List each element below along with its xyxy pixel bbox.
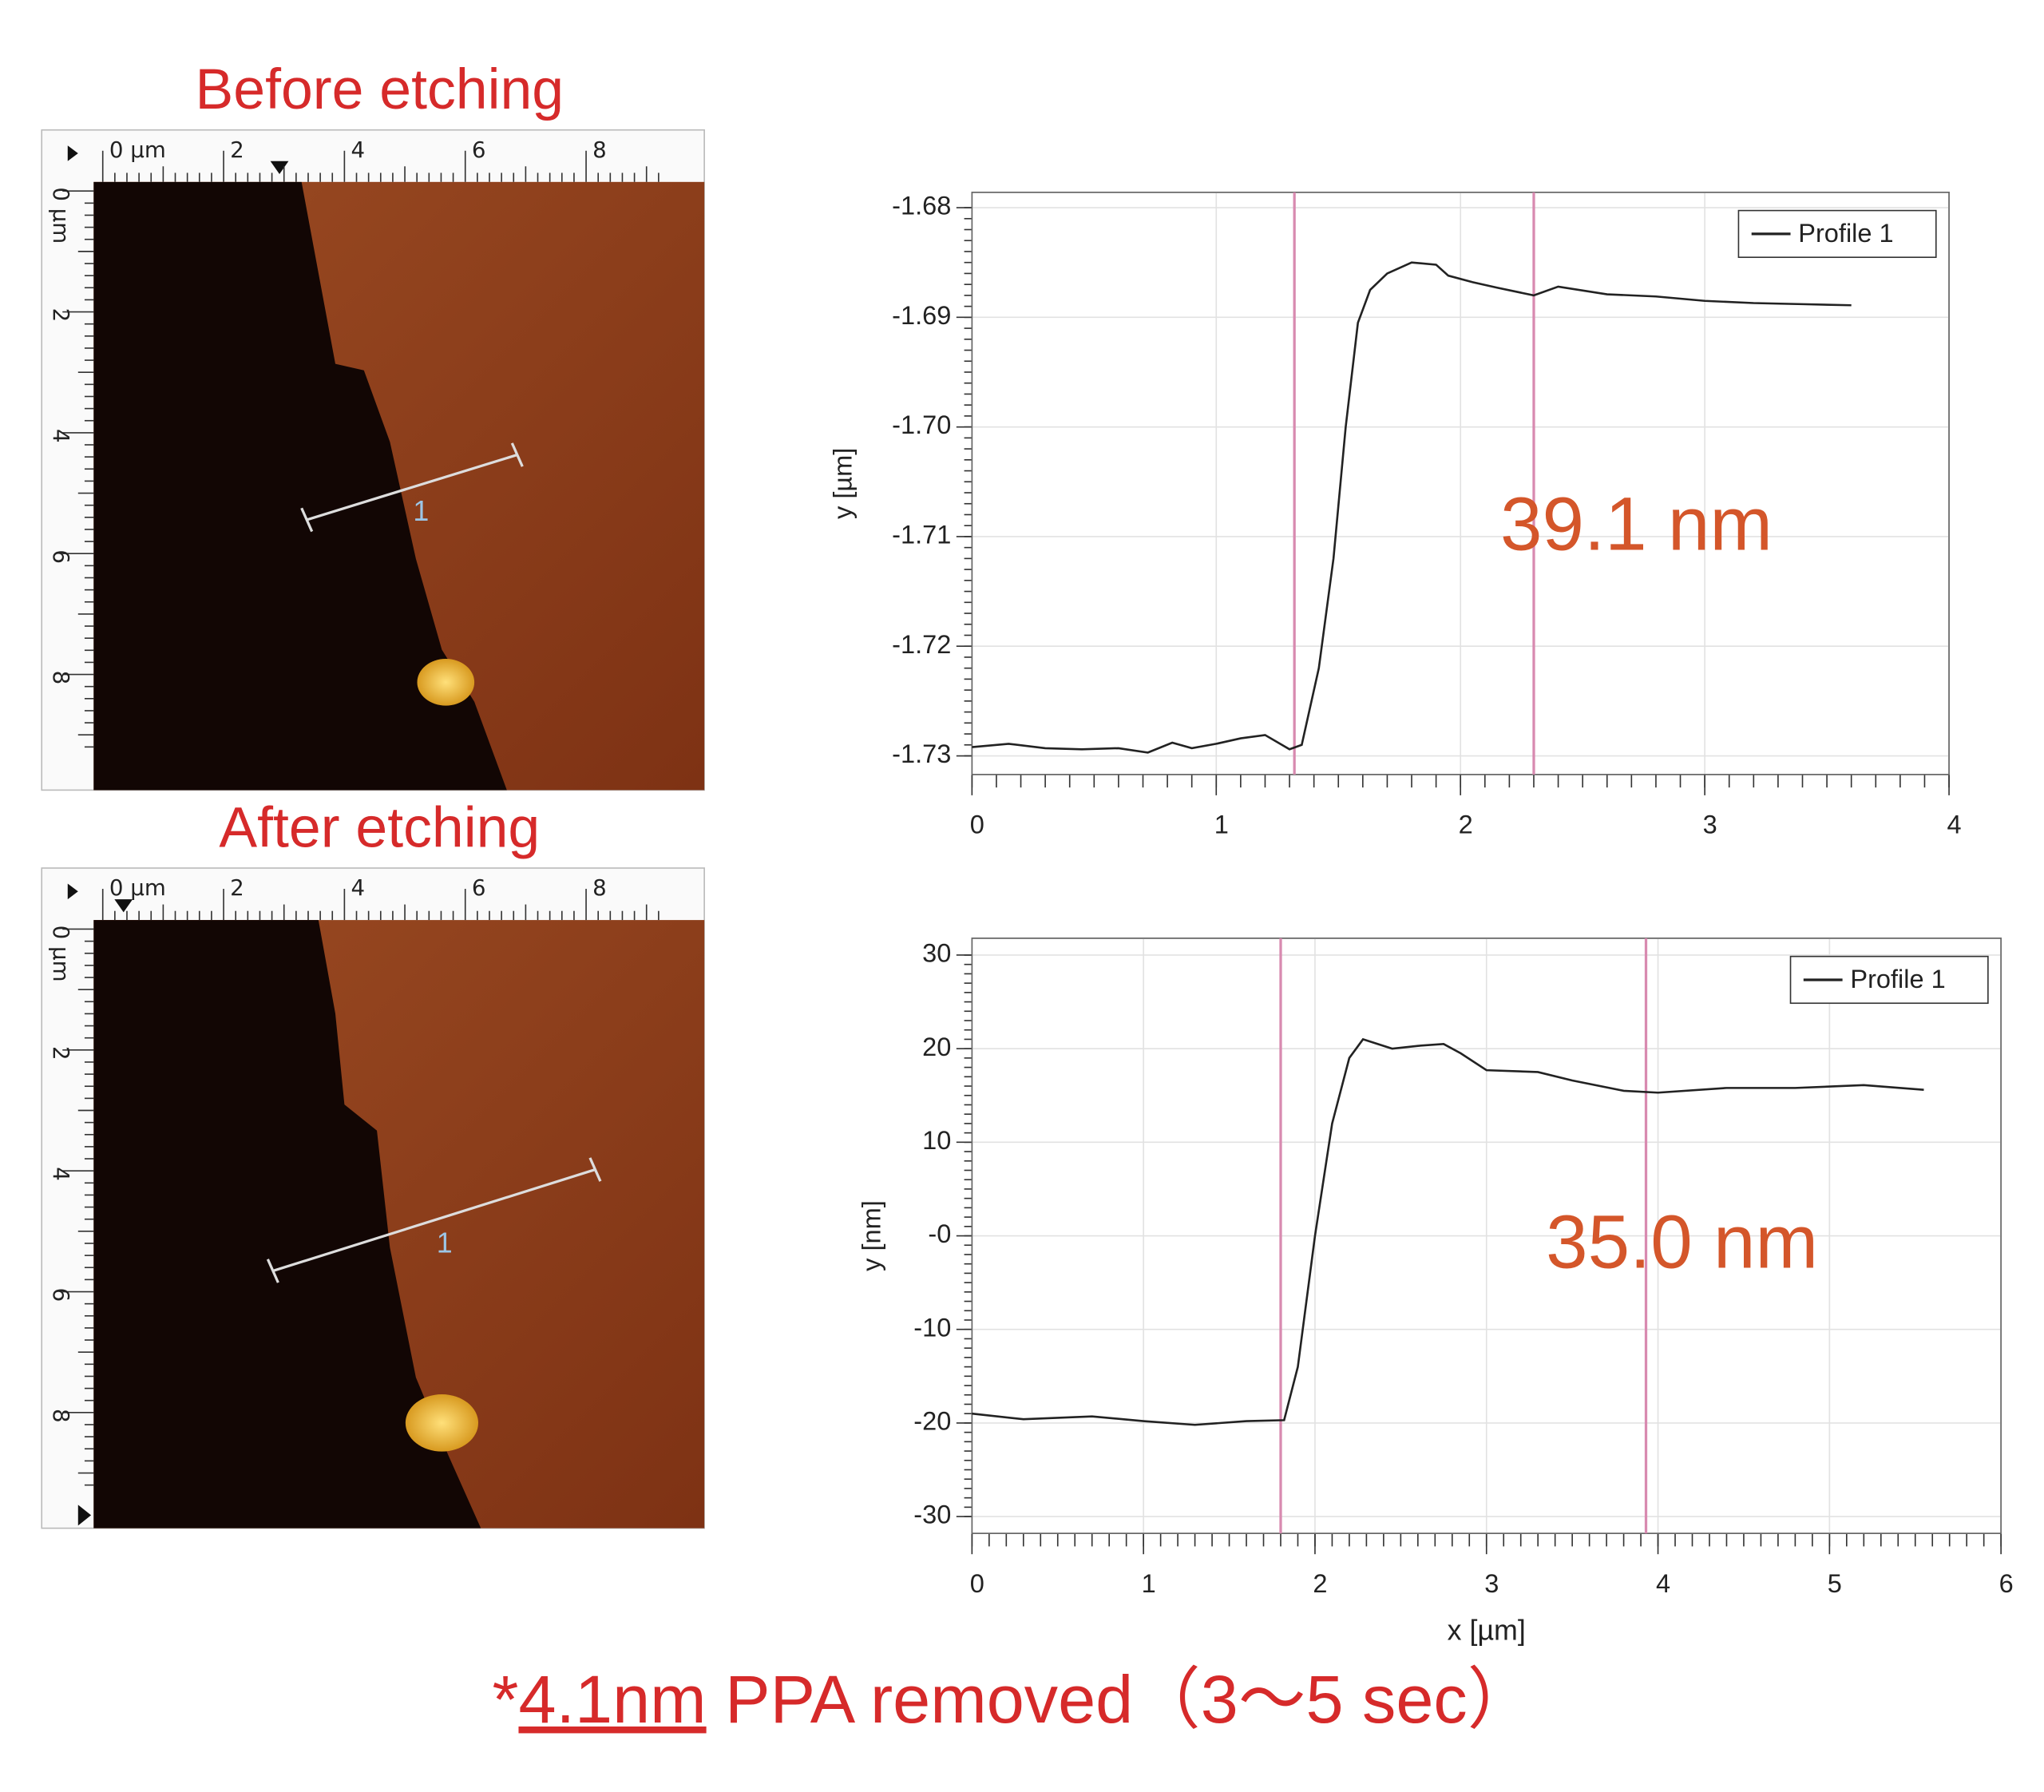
profile-cap	[588, 1157, 602, 1182]
afm-panel: After etching 1 0 µm 2 4 6 8 0 µm 2 4 6 8	[41, 795, 705, 1529]
x-tick-label: 2	[1459, 811, 1473, 839]
y-tick-label: -0	[928, 1219, 951, 1248]
y-tick-label: -30	[913, 1501, 951, 1529]
legend-label: Profile 1	[1798, 219, 1893, 248]
ruler-marker	[270, 161, 289, 175]
ruler-x-label: 6	[472, 874, 486, 901]
annotation: 39.1 nm	[1500, 483, 1773, 567]
plot-frame	[971, 938, 2002, 1534]
x-tick-label: 6	[1999, 1569, 2014, 1598]
y-axis-label: y [nm]	[857, 1200, 885, 1271]
y-tick-label: -1.72	[892, 630, 951, 659]
x-tick-label: 1	[1214, 811, 1229, 839]
ruler-x-label: 8	[592, 137, 607, 163]
ruler-marker	[77, 1505, 92, 1526]
ruler-y-label: 0 µm	[48, 187, 74, 244]
footnote-text: PPA removed（3～5 sec）	[707, 1661, 1535, 1737]
afm-panel: Before etching 1 0 µm 2 4 6 8 0 µm 2 4 6 8	[41, 57, 705, 791]
ruler-y-label: 6	[48, 549, 74, 564]
ruler-x-label: 2	[230, 137, 244, 163]
ruler-x-label: 2	[230, 874, 244, 901]
y-tick-label: -1.68	[892, 192, 951, 220]
ruler-y-label: 2	[48, 308, 74, 323]
profile-cap	[266, 1259, 279, 1283]
profile-label: 1	[413, 495, 429, 527]
y-tick-label: -10	[913, 1313, 951, 1342]
panel-title: Before etching	[196, 57, 564, 121]
annotation: 35.0 nm	[1546, 1200, 1818, 1284]
afm-dark-region	[93, 181, 507, 791]
footnote: *4.1nm PPA removed（3～5 sec）	[493, 1661, 1535, 1737]
ruler-x-label: 6	[472, 137, 486, 163]
y-tick-label: 20	[922, 1033, 951, 1061]
x-tick-label: 4	[1947, 811, 1962, 839]
y-tick-label: -1.73	[892, 739, 951, 768]
footnote-highlight: 4.1nm	[518, 1661, 706, 1737]
ruler-marker	[67, 883, 78, 900]
y-tick-label: -20	[913, 1406, 951, 1435]
x-tick-label: 3	[1703, 811, 1717, 839]
profile-line	[272, 1168, 596, 1273]
data-line	[972, 261, 1852, 754]
ruler-x-label: 0 µm	[109, 874, 166, 901]
profile-cap	[510, 442, 524, 467]
ruler-y-label: 8	[48, 671, 74, 685]
x-tick-label: 0	[970, 1569, 984, 1598]
x-tick-label: 5	[1828, 1569, 1842, 1598]
x-tick-label: 1	[1142, 1569, 1156, 1598]
afm-dark-region	[93, 920, 481, 1528]
afm-particle	[417, 659, 475, 706]
x-tick-label: 2	[1313, 1569, 1327, 1598]
ruler-x-label: 8	[592, 874, 607, 901]
ruler-marker	[67, 145, 78, 161]
line-chart: 30 20 10 -0 -10 -20 -30 0 1 2 3 4 5 6 Profile 1 y [nm] x…	[857, 938, 2014, 1646]
panel-title: After etching	[219, 795, 540, 859]
ruler-y-label: 4	[48, 1167, 74, 1181]
y-tick-label: 10	[922, 1126, 951, 1155]
y-tick-label: -1.69	[892, 301, 951, 330]
y-tick-label: -1.70	[892, 410, 951, 439]
line-chart: -1.68 -1.69 -1.70 -1.71 -1.72 -1.73 0 1 2 3 4 Profi…	[828, 192, 1961, 839]
data-line	[972, 1037, 1924, 1426]
afm-particle	[405, 1394, 478, 1452]
ruler-y-label: 4	[48, 429, 74, 443]
y-tick-label: -1.71	[892, 521, 951, 549]
y-tick-label: 30	[922, 939, 951, 968]
profile-label: 1	[437, 1227, 453, 1259]
x-axis-label: x [µm]	[1448, 1614, 1526, 1646]
profile-line	[306, 453, 518, 521]
y-axis-label: y [µm]	[828, 448, 857, 519]
ruler-y-label: 0 µm	[48, 926, 74, 982]
ruler-x-label: 4	[351, 137, 366, 163]
x-tick-label: 0	[970, 811, 984, 839]
ruler-y-label: 8	[48, 1409, 74, 1423]
ruler-y-label: 6	[48, 1288, 74, 1302]
legend-label: Profile 1	[1850, 965, 1945, 993]
footnote-prefix: *	[493, 1661, 519, 1737]
ruler-marker	[114, 899, 133, 913]
ruler-x-label: 0 µm	[109, 137, 166, 163]
x-tick-label: 4	[1656, 1569, 1670, 1598]
plot-frame	[971, 192, 1950, 775]
ruler-x-label: 4	[351, 874, 366, 901]
ruler-y-label: 2	[48, 1046, 74, 1061]
profile-cap	[300, 507, 314, 533]
x-tick-label: 3	[1484, 1569, 1499, 1598]
